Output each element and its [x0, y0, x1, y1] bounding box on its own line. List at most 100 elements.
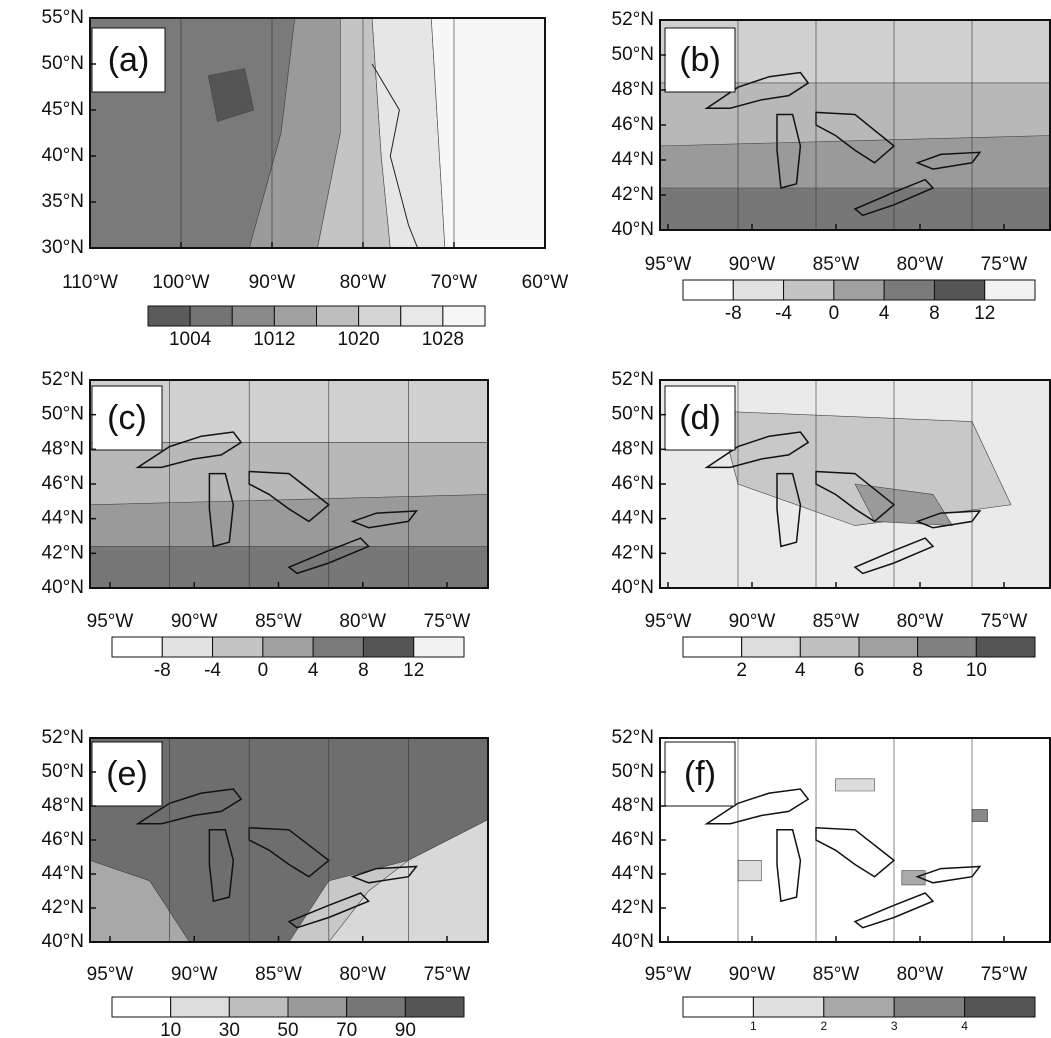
colorbar-label: 1004 — [169, 329, 212, 350]
colorbar-box — [212, 636, 264, 658]
y-tick-label: 50°N — [42, 761, 84, 782]
colorbar-box — [111, 996, 172, 1018]
y-tick-label: 40°N — [42, 931, 84, 952]
lake-outline — [350, 510, 418, 529]
colorbar-box — [413, 636, 465, 658]
colorbar-label: 10 — [966, 660, 987, 681]
map-panel: (e) 52°N 50°N 48°N 46°N 44°N 42°N 40°N95°W 90°W 8… — [42, 727, 489, 1038]
y-tick-label: 52°N — [42, 727, 84, 748]
colorbar-box — [287, 996, 348, 1018]
lake-outline — [915, 510, 982, 529]
colorbar-box — [933, 279, 986, 301]
colorbar-box — [147, 305, 191, 327]
map-panel: (c) 52°N 50°N 48°N 46°N 44°N 42°N 40°N95°W 90°W 8… — [42, 369, 489, 681]
colorbar-label: 4 — [961, 1019, 968, 1033]
colorbar-box — [893, 996, 966, 1018]
colorbar-label: 70 — [336, 1020, 357, 1038]
y-tick-label: 42°N — [42, 897, 84, 918]
x-tick-label: 80°W — [339, 964, 386, 985]
colorbar-label: 8 — [929, 303, 940, 324]
x-tick-label: 85°W — [813, 254, 860, 275]
x-tick-label: 85°W — [813, 611, 860, 632]
x-tick-label: 90°W — [729, 254, 776, 275]
colorbar-box — [752, 996, 825, 1018]
colorbar-box — [823, 996, 895, 1018]
lake-outline — [208, 472, 235, 548]
lake-outline — [704, 431, 810, 469]
colorbar-label: 4 — [879, 303, 890, 324]
x-tick-label: 95°W — [645, 611, 692, 632]
x-tick-label: 95°W — [645, 254, 692, 275]
colorbar-label: 50 — [277, 1020, 298, 1038]
x-tick-label: 90°W — [729, 611, 776, 632]
y-tick-label: 46°N — [42, 829, 84, 850]
y-tick-label: 50°N — [612, 404, 654, 425]
colorbar-label: 90 — [395, 1020, 416, 1038]
y-tick-label: 42°N — [42, 542, 84, 563]
colorbar-label: 1012 — [253, 329, 295, 350]
y-tick-label: 52°N — [612, 9, 654, 30]
x-tick-label: 75°W — [424, 611, 471, 632]
shaded-region — [854, 483, 954, 526]
x-tick-label: 80°W — [897, 254, 944, 275]
colorbar-box — [346, 996, 406, 1018]
colorbar-label: -4 — [775, 303, 792, 324]
colorbar-label: -8 — [154, 660, 171, 681]
x-tick-label: 70°W — [431, 272, 478, 293]
lake-outline — [776, 113, 802, 189]
lake-outline — [815, 111, 896, 164]
x-tick-label: 85°W — [255, 611, 302, 632]
y-tick-label: 40°N — [42, 145, 84, 166]
colorbar-box — [231, 305, 275, 327]
colorbar-label: 8 — [912, 660, 923, 681]
y-tick-label: 52°N — [42, 369, 84, 390]
colorbar-box — [442, 305, 486, 327]
map-panel: (d) 52°N 50°N 48°N 46°N 44°N 42°N 40°N 95°W 90°W 8… — [612, 369, 1051, 681]
colorbar-box — [189, 305, 233, 327]
y-tick-label: 44°N — [612, 863, 654, 884]
colorbar-label: 1 — [750, 1019, 757, 1033]
colorbar-box — [400, 305, 444, 327]
colorbar-label: 0 — [258, 660, 269, 681]
colorbar-box — [833, 279, 885, 301]
x-tick-label: 90°W — [171, 964, 218, 985]
x-tick-label: 80°W — [340, 272, 387, 293]
y-tick-label: 52°N — [612, 727, 654, 748]
colorbar-box — [975, 636, 1036, 658]
panel-label-box — [664, 27, 736, 93]
colorbar-label: 8 — [358, 660, 369, 681]
colorbar-box — [161, 636, 214, 658]
y-tick-label: 55°N — [42, 7, 84, 28]
panel-label-box — [91, 385, 163, 451]
coastline — [371, 63, 419, 249]
colorbar-label: 3 — [891, 1019, 898, 1033]
y-tick-label: 48°N — [612, 795, 654, 816]
x-tick-label: 75°W — [981, 254, 1028, 275]
panel-label-box — [664, 385, 736, 451]
panel-label-box — [664, 741, 736, 807]
colorbar-box — [312, 636, 364, 658]
colorbar-label: 10 — [160, 1020, 181, 1038]
x-tick-label: 100°W — [152, 272, 209, 293]
lake-outline — [776, 472, 802, 548]
lake-outline — [248, 827, 331, 878]
x-tick-label: 85°W — [813, 964, 860, 985]
x-tick-label: 110°W — [62, 272, 118, 293]
shaded-region — [901, 870, 926, 886]
colorbar-label: 2 — [736, 660, 747, 681]
colorbar-box — [682, 996, 754, 1018]
x-tick-label: 75°W — [981, 611, 1028, 632]
colorbar-label: -8 — [725, 303, 742, 324]
y-tick-label: 42°N — [612, 542, 654, 563]
map-panel: (b) 52°N 50°N 48°N 46°N 44°N 42°N 40°N 95°W 90°W 8… — [612, 9, 1051, 324]
colorbar-label: 4 — [308, 660, 319, 681]
lake-outline — [135, 788, 243, 825]
y-tick-label: 44°N — [42, 508, 84, 529]
colorbar-box — [732, 279, 785, 301]
colorbar-label: 30 — [219, 1020, 240, 1038]
colorbar-box — [170, 996, 230, 1018]
lake-outline — [704, 788, 810, 825]
colorbar-box — [316, 305, 360, 327]
lake-outline — [704, 71, 810, 109]
